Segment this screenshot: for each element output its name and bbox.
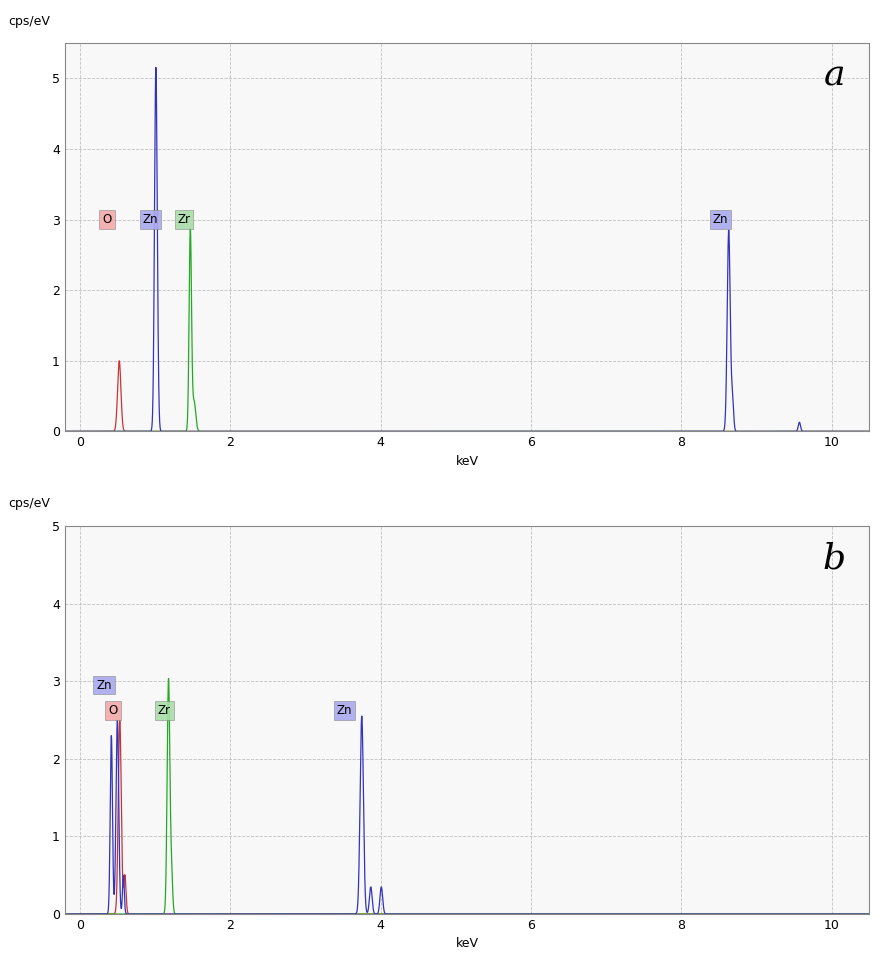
- Text: keV: keV: [455, 455, 478, 468]
- Text: Zn: Zn: [713, 213, 728, 227]
- Text: Zr: Zr: [158, 704, 171, 717]
- Text: keV: keV: [455, 937, 478, 951]
- Text: a: a: [824, 59, 845, 93]
- Text: Zr: Zr: [177, 213, 190, 227]
- Text: cps/eV: cps/eV: [8, 497, 51, 510]
- Text: cps/eV: cps/eV: [8, 14, 51, 28]
- Text: Zn: Zn: [97, 679, 112, 691]
- Text: O: O: [108, 704, 118, 717]
- Text: Zn: Zn: [143, 213, 159, 227]
- Text: Zn: Zn: [337, 704, 353, 717]
- Text: b: b: [822, 542, 845, 576]
- Text: O: O: [102, 213, 112, 227]
